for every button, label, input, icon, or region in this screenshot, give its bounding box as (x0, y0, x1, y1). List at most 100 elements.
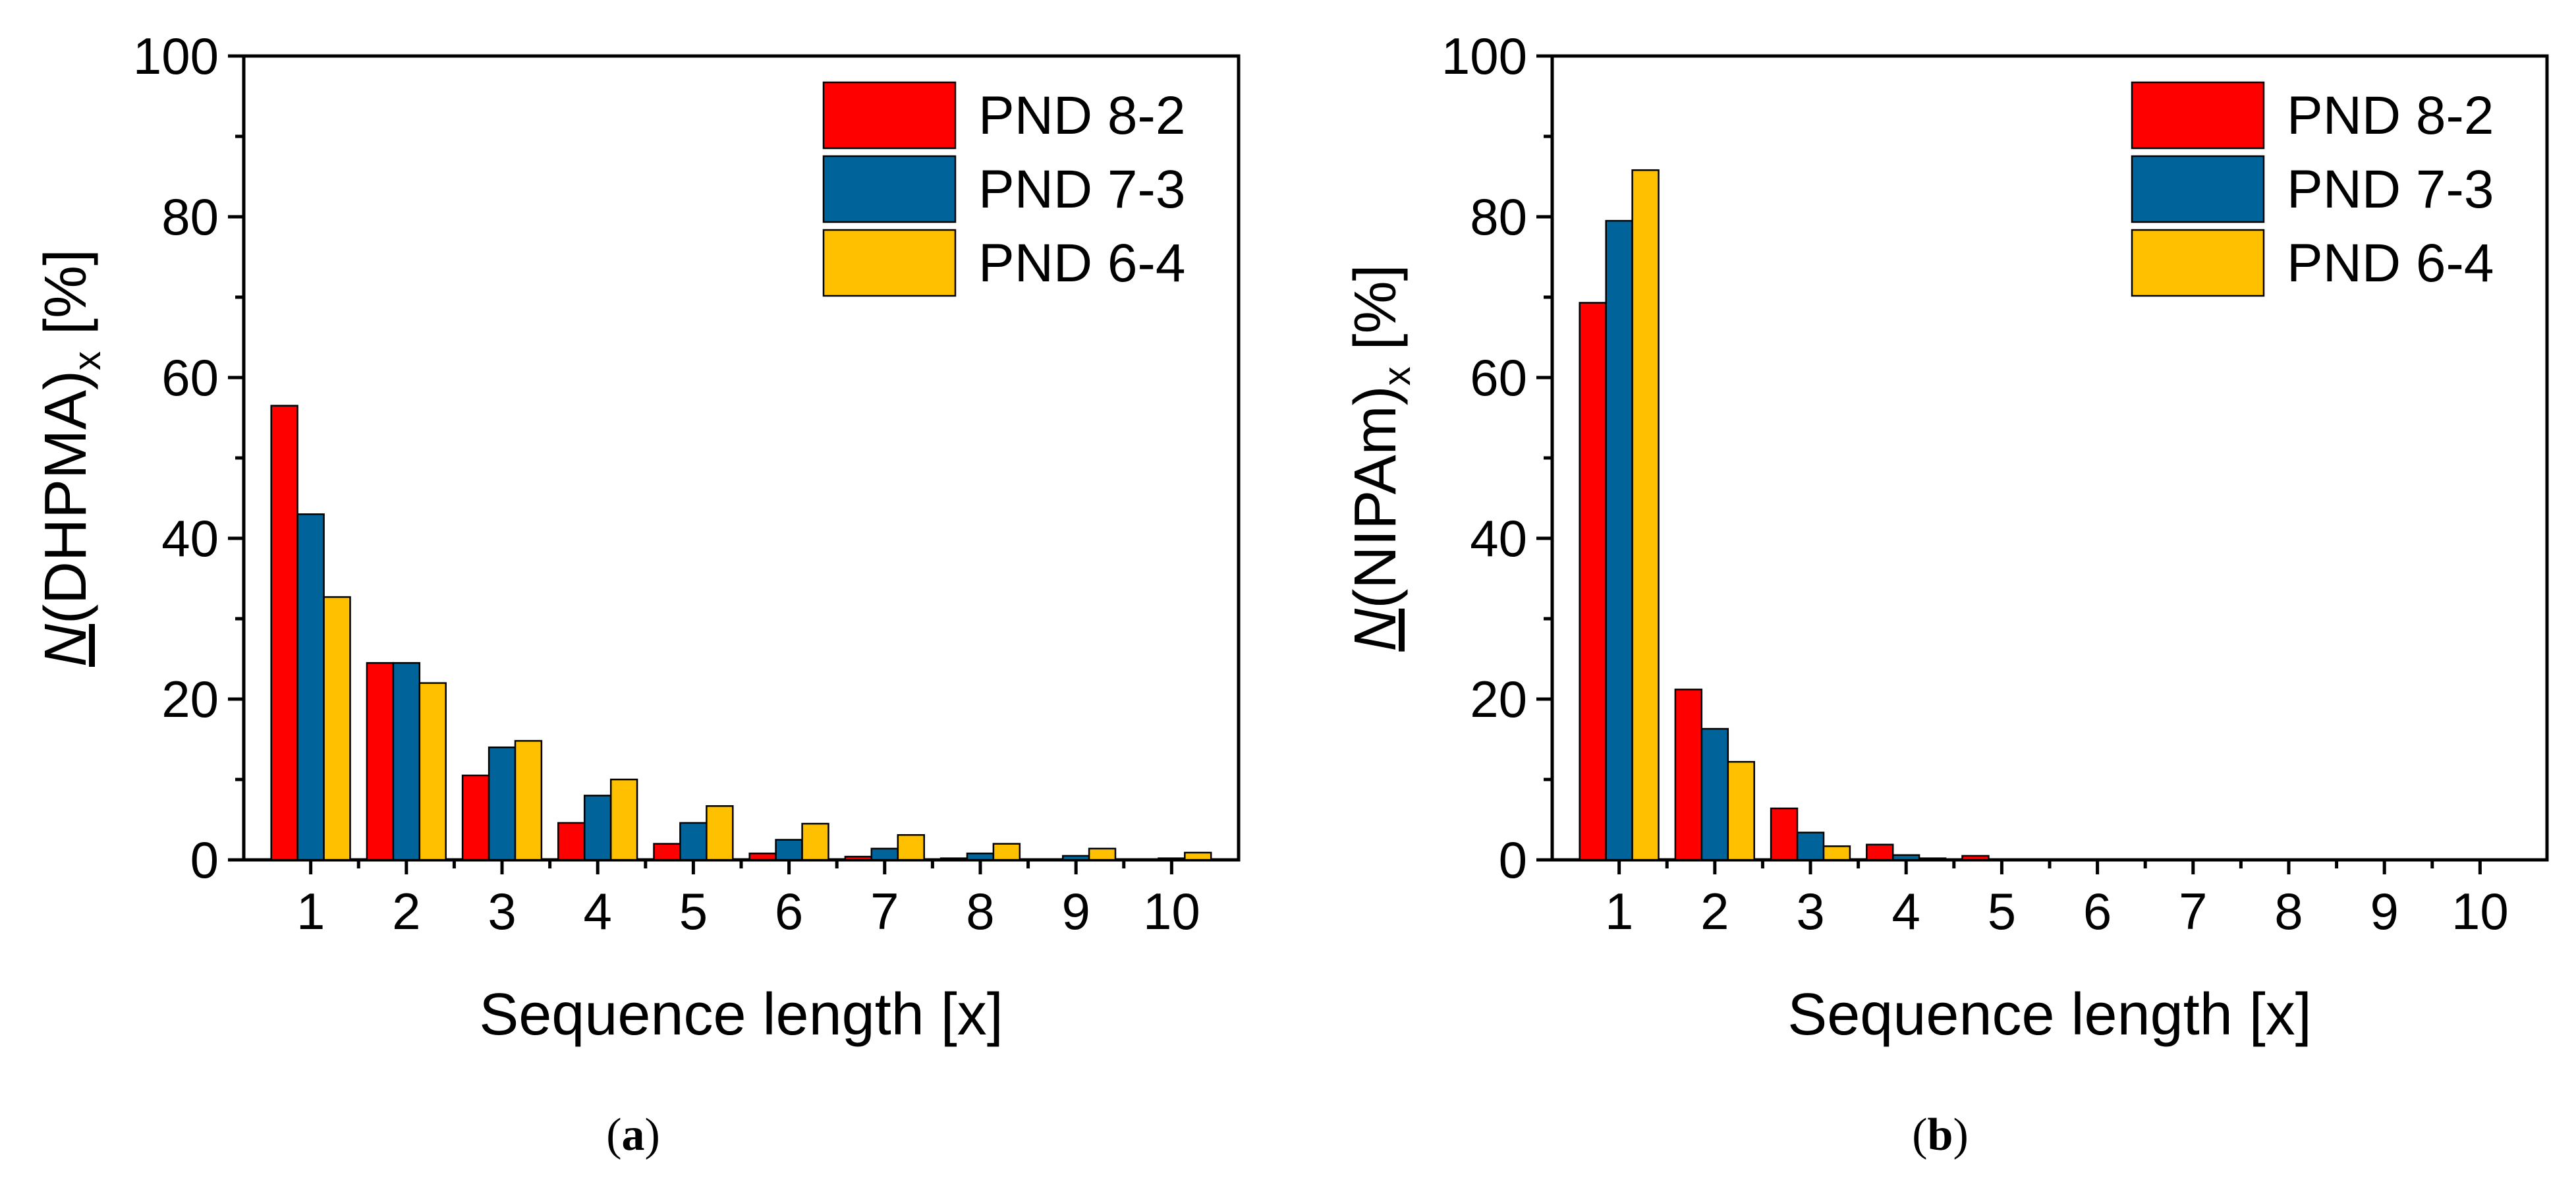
y-tick-label: 60 (1470, 349, 1527, 407)
bar-pnd-6-4-7 (897, 834, 925, 861)
legend-label: PND 6-4 (2287, 233, 2494, 293)
bar-pnd-7-3-6 (2083, 859, 2112, 861)
bar-pnd-8-2-4 (557, 822, 586, 861)
bar-pnd-6-4-3 (1822, 845, 1851, 861)
x-tick-label: 2 (1700, 882, 1729, 940)
bar-pnd-8-2-4 (1866, 843, 1894, 861)
y-axis-title-italic: N (1343, 608, 1409, 652)
y-axis-title-unit: [%] (1343, 264, 1409, 366)
x-axis-title: Sequence length [x] (1787, 982, 2312, 1048)
y-axis-title-unit: [%] (33, 249, 99, 351)
y-tick-label: 80 (161, 188, 219, 246)
legend-label: PND 7-3 (2287, 159, 2494, 219)
legend: PND 8-2 PND 7-3 PND 6-4 (822, 81, 1185, 297)
y-tick-label: 0 (190, 831, 219, 889)
y-tick-label: 0 (1499, 831, 1527, 889)
bar-pnd-7-3-4 (1891, 854, 1920, 861)
y-tick-label: 80 (1470, 188, 1527, 246)
x-tick-label: 10 (1143, 882, 1200, 940)
bar-pnd-7-3-3 (1796, 832, 1825, 861)
axes-ticks: 0 20 40 60 80 100 1 2 3 4 5 6 7 8 9 10 (133, 27, 1200, 940)
y-tick-label: 40 (161, 509, 219, 567)
bar-pnd-8-2-7 (2152, 859, 2181, 861)
x-tick-label: 9 (2370, 882, 2398, 940)
x-tick-label: 9 (1061, 882, 1090, 940)
bar-pnd-8-2-3 (461, 774, 490, 861)
x-tick-label: 4 (584, 882, 612, 940)
y-axis-title-italic: N (33, 623, 99, 667)
bar-pnd-6-4-8 (992, 843, 1021, 861)
bar-pnd-7-3-10 (1158, 857, 1186, 861)
bars-group (1579, 169, 2181, 861)
legend-swatch (822, 155, 957, 223)
legend-swatch (2131, 155, 2265, 223)
bar-pnd-8-2-5 (653, 843, 681, 861)
bar-pnd-8-2-6 (2057, 858, 2085, 861)
x-tick-label: 6 (2083, 882, 2112, 940)
x-tick-label: 1 (1605, 882, 1633, 940)
x-tick-label: 7 (870, 882, 899, 940)
bar-pnd-8-2-1 (1579, 302, 1607, 861)
legend-swatch (822, 229, 957, 297)
bar-pnd-7-3-1 (296, 513, 325, 861)
bar-pnd-8-2-3 (1770, 807, 1799, 861)
x-tick-label: 1 (296, 882, 325, 940)
y-tick-label: 40 (1470, 509, 1527, 567)
bar-pnd-6-4-1 (1631, 169, 1660, 861)
bar-pnd-6-4-1 (323, 596, 351, 861)
bar-pnd-8-2-7 (844, 855, 873, 861)
bar-pnd-6-4-4 (609, 778, 638, 861)
axes-ticks: 0 20 40 60 80 100 1 2 3 4 5 6 7 8 9 10 (1442, 27, 2509, 940)
panel-label: (b) (1912, 1110, 1969, 1160)
x-tick-label: 3 (488, 882, 516, 940)
bar-pnd-6-4-2 (418, 682, 447, 861)
legend-label: PND 8-2 (978, 86, 1185, 146)
bar-pnd-7-3-1 (1605, 219, 1633, 861)
bar-pnd-6-4-9 (1088, 847, 1117, 861)
y-tick-label: 100 (133, 27, 219, 85)
legend: PND 8-2 PND 7-3 PND 6-4 (2131, 81, 2494, 297)
bar-pnd-8-2-1 (270, 405, 298, 861)
legend-swatch (2131, 81, 2265, 150)
bar-pnd-8-2-8 (939, 857, 968, 861)
x-tick-label: 2 (392, 882, 420, 940)
bar-pnd-7-3-7 (870, 847, 899, 861)
y-tick-label: 20 (1470, 670, 1527, 728)
bar-pnd-8-2-2 (1674, 689, 1703, 861)
x-tick-label: 5 (1988, 882, 2016, 940)
y-tick-label: 60 (161, 349, 219, 407)
bars-group (270, 405, 1212, 861)
bar-pnd-8-2-5 (1961, 855, 1990, 861)
bar-pnd-8-2-2 (366, 662, 395, 861)
legend-swatch (2131, 229, 2265, 297)
bar-pnd-7-3-2 (392, 662, 421, 861)
bar-pnd-8-2-10 (1131, 859, 1160, 861)
bar-pnd-6-4-5 (2014, 859, 2042, 861)
x-tick-label: 7 (2179, 882, 2207, 940)
panel-label: (a) (606, 1110, 660, 1160)
x-tick-label: 4 (1892, 882, 1920, 940)
y-axis-title-sub: x (66, 351, 109, 370)
bar-pnd-7-3-4 (583, 795, 612, 861)
x-tick-label: 5 (679, 882, 708, 940)
bar-pnd-6-4-6 (801, 822, 829, 861)
bar-pnd-7-3-3 (488, 746, 517, 861)
bar-pnd-6-4-2 (1727, 760, 1755, 861)
y-axis-title-sub: x (1376, 366, 1418, 385)
y-axis-title-main: (NIPAm) (1343, 385, 1409, 608)
x-tick-label: 8 (2274, 882, 2303, 940)
x-tick-label: 6 (775, 882, 803, 940)
legend-label: PND 7-3 (978, 159, 1185, 219)
bar-pnd-8-2-6 (748, 852, 777, 861)
bar-pnd-6-4-4 (1918, 857, 1947, 861)
x-tick-label: 8 (966, 882, 994, 940)
bar-pnd-7-3-2 (1700, 727, 1729, 861)
bar-pnd-7-3-9 (1061, 855, 1090, 861)
x-tick-label: 10 (2451, 882, 2509, 940)
bar-pnd-6-4-3 (514, 740, 543, 861)
panel-label-letter: b (1928, 1110, 1953, 1160)
legend-label: PND 8-2 (2287, 86, 2494, 146)
y-axis-title: N(DHPMA)x [%] (33, 249, 109, 667)
bar-pnd-6-4-5 (706, 805, 734, 861)
